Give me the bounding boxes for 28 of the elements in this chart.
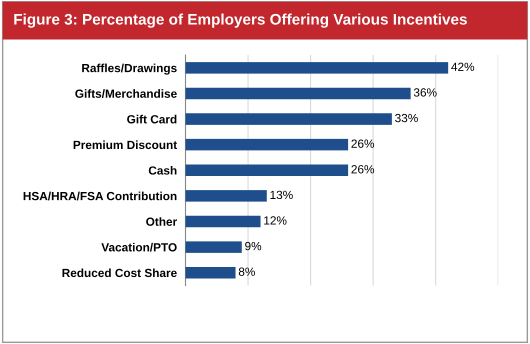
y-tick-label: Gifts/Merchandise [75,89,177,98]
y-tick-label: Gift Card [127,114,176,124]
y-tick-label: Cash [148,166,176,175]
data-label: 26% [351,165,374,174]
data-label: 36% [414,88,437,97]
y-tick-label: Raffles/Drawings [82,64,177,75]
y-tick-label: Reduced Cost Share [62,268,177,278]
y-tick-label: Premium Discount [74,140,178,150]
data-label: 9% [245,242,262,250]
y-tick-label: HSA/HRA/FSA Contribution [24,192,176,200]
y-tick-label: Other [146,217,177,226]
bar [186,113,392,125]
bar [186,88,411,100]
bar [186,216,261,228]
bar [186,241,242,253]
data-label: 26% [351,139,374,148]
chart-title: Figure 3: Percentage of Employers Offering Various Incentives [14,13,467,28]
bar [186,190,267,202]
bar [186,266,236,278]
bar [186,62,448,74]
bar [186,138,348,150]
bar [186,164,348,176]
y-tick-label: Vacation/PTO [101,242,177,252]
data-label: 33% [395,114,418,122]
data-label: 13% [270,190,293,200]
data-label: 42% [451,62,474,71]
data-label: 8% [238,268,255,276]
data-label: 12% [264,216,287,225]
